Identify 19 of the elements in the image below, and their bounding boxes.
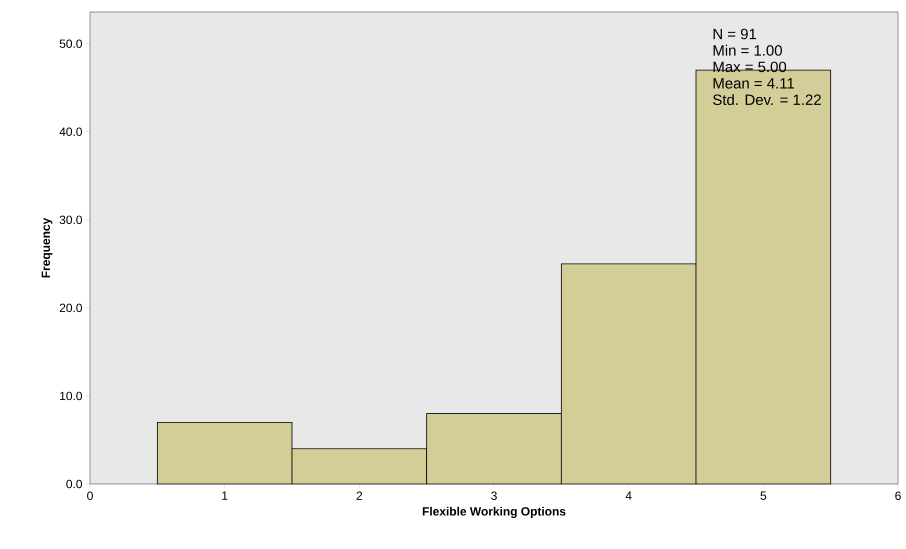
x-tick-label: 6 — [895, 492, 901, 500]
y-axis-title: Frequency — [42, 218, 52, 278]
y-tick-label: 50.0 — [60, 39, 82, 48]
y-tick-label: 0.0 — [66, 480, 82, 488]
y-tick-label: 30.0 — [60, 216, 82, 224]
x-tick-label: 4 — [626, 492, 632, 500]
y-tick-label: 40.0 — [59, 128, 82, 136]
x-tick-label: 2 — [356, 492, 362, 500]
annotation: Std. Dev. = 1.22 — [713, 94, 821, 106]
x-tick-label: 3 — [491, 492, 497, 500]
x-tick-label: 1 — [222, 492, 228, 500]
annotation: N = 91 — [714, 28, 756, 40]
annotation: Mean = 4.11 — [714, 78, 794, 89]
annotation: Min = 1.00 — [714, 44, 782, 56]
x-axis-title: Flexible Working Options — [422, 506, 566, 518]
x-tick-label: 5 — [760, 492, 766, 500]
y-tick-label: 20.0 — [60, 304, 82, 312]
y-tick-label: 10.0 — [60, 392, 82, 400]
x-tick-label: 0 — [87, 492, 93, 500]
